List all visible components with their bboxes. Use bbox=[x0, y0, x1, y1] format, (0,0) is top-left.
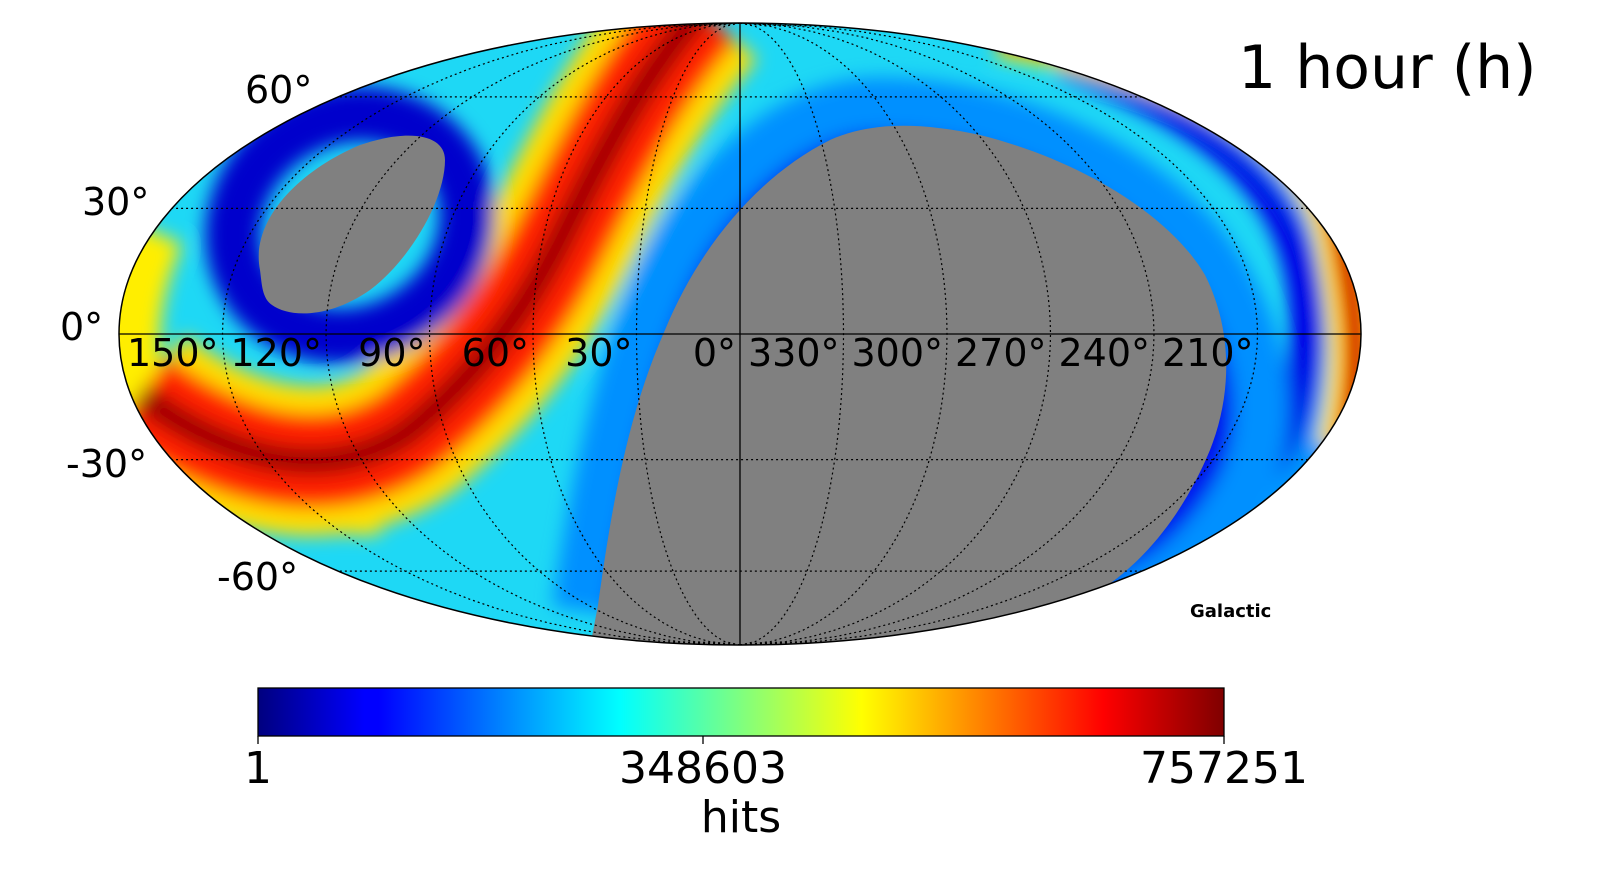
colorbar-tick-label-max: 757251 bbox=[1140, 743, 1308, 794]
lat-label-minus30: -30° bbox=[66, 442, 147, 486]
lon-label: 300° bbox=[851, 331, 943, 375]
lon-label: 240° bbox=[1058, 331, 1150, 375]
chart-title: 1 hour (h) bbox=[1238, 33, 1537, 103]
lon-label: 120° bbox=[230, 331, 322, 375]
lon-label: 210° bbox=[1162, 331, 1254, 375]
coord-system-label: Galactic bbox=[1190, 601, 1271, 622]
lat-label-30: 30° bbox=[82, 180, 149, 224]
unseen-region-left bbox=[258, 135, 445, 314]
lon-label: 270° bbox=[955, 331, 1047, 375]
unseen-region-main bbox=[580, 125, 1227, 645]
map-boundary bbox=[118, 22, 1362, 646]
lon-label: 0° bbox=[693, 331, 736, 375]
lon-label: 60° bbox=[462, 331, 529, 375]
lon-label: 150° bbox=[127, 331, 219, 375]
lat-label-minus60: -60° bbox=[217, 555, 298, 599]
lon-label: 330° bbox=[748, 331, 840, 375]
lat-label-60: 60° bbox=[245, 68, 312, 112]
graticule-meridian bbox=[739, 23, 1155, 645]
longitude-labels: 150° 120° 90° 60° 30° 0° 330° 300° 270° 240° 210° bbox=[127, 331, 1254, 375]
graticule-meridian bbox=[325, 23, 741, 645]
colorbar-label: hits bbox=[701, 792, 781, 843]
lat-label-0: 0° bbox=[60, 305, 103, 349]
lon-label: 30° bbox=[565, 331, 632, 375]
colorbar-tick-label-mid: 348603 bbox=[619, 743, 787, 794]
colorbar-tick-label-min: 1 bbox=[244, 743, 272, 794]
lon-label: 90° bbox=[358, 331, 425, 375]
colorbar bbox=[257, 687, 1225, 737]
